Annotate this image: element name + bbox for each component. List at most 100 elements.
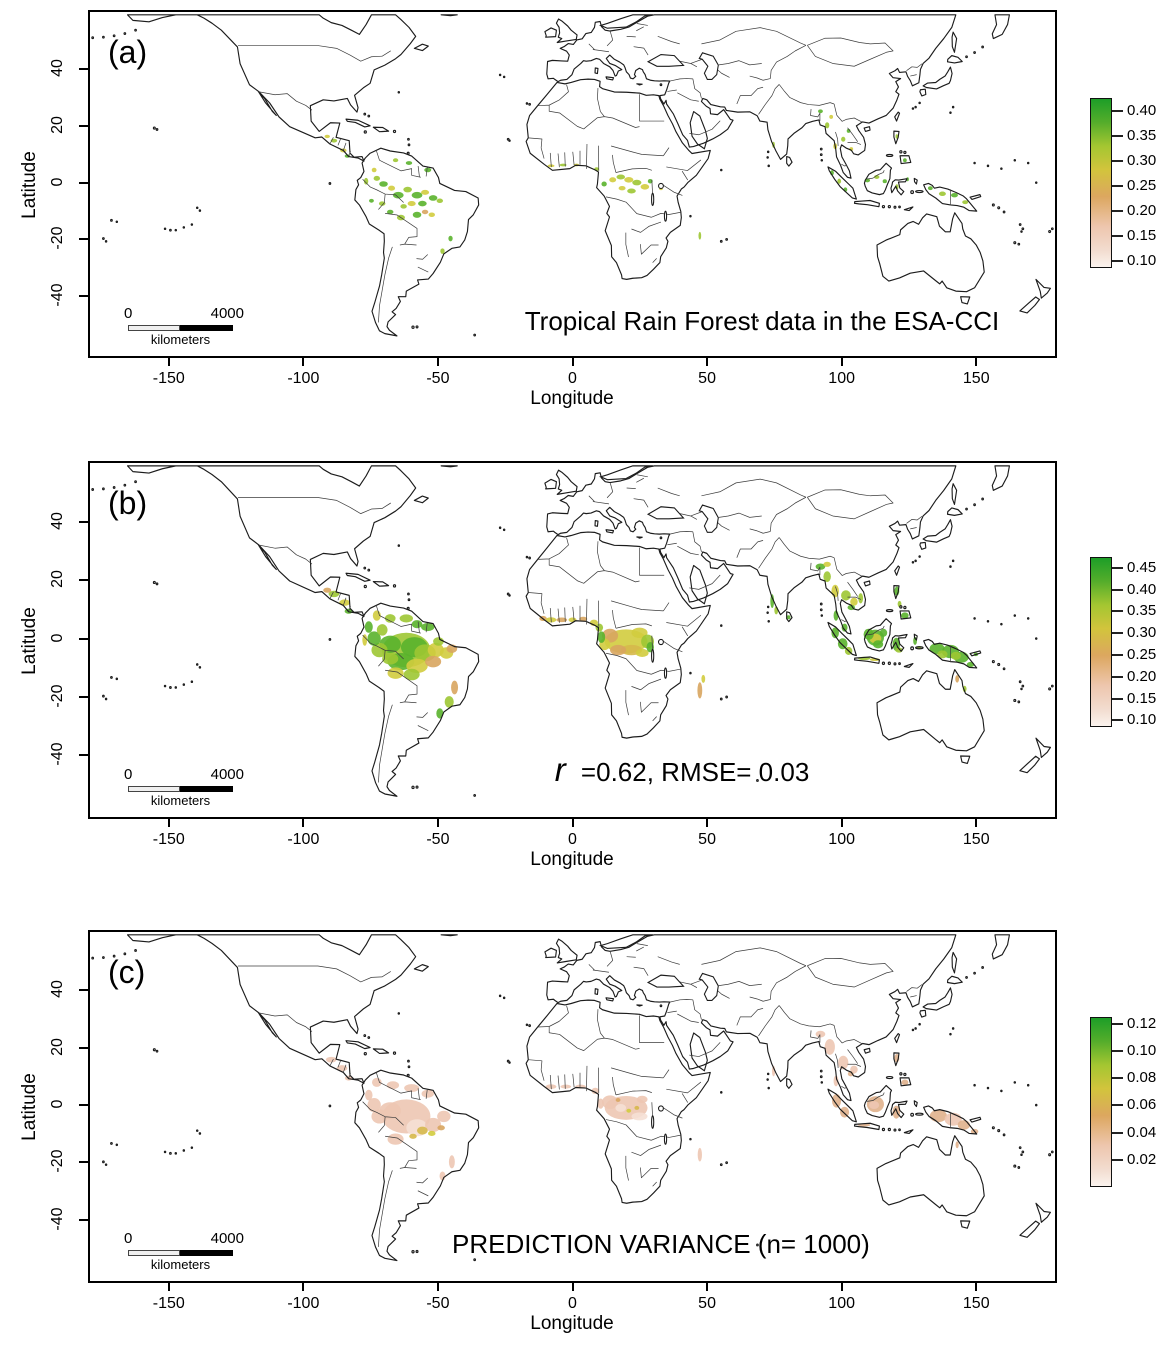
- data-patch: [618, 185, 626, 191]
- y-axis-title-a: Latitude: [19, 151, 40, 219]
- map-annotation-a: Tropical Rain Forest data in the ESA-CCI: [524, 306, 1000, 336]
- y-tick-label: 40: [49, 512, 66, 531]
- data-patch: [382, 652, 399, 665]
- y-tick-label: -40: [49, 742, 66, 766]
- data-patch: [433, 637, 444, 646]
- colorbar-tick-label: 0.40: [1127, 580, 1157, 598]
- colorbar-tick-mark: [1112, 184, 1123, 187]
- scale-bar-a: 0 4000 kilometers: [124, 305, 244, 347]
- y-tick-label: -20: [49, 1149, 66, 1174]
- x-tick-label: 150: [962, 831, 990, 848]
- data-patch: [448, 1155, 455, 1169]
- y-tick-mark: [79, 579, 88, 582]
- data-patch: [421, 1089, 434, 1098]
- colorbar-tick-label: 0.30: [1127, 624, 1157, 642]
- data-patch: [365, 1089, 373, 1101]
- data-patch: [403, 186, 412, 193]
- data-patch: [770, 594, 775, 609]
- stat-values: =0.62, RMSE= 0.03: [573, 757, 810, 787]
- data-patch: [631, 1112, 648, 1121]
- data-patch: [378, 201, 386, 206]
- data-patch: [879, 628, 888, 637]
- x-tick-mark: [167, 1283, 170, 1291]
- x-tick-label: -150: [152, 831, 185, 848]
- data-patch: [371, 1077, 382, 1087]
- scale-bar-b: 0 4000 kilometers: [124, 766, 244, 808]
- scale-bar-max: 4000: [210, 305, 244, 322]
- x-tick-mark: [167, 819, 170, 827]
- x-tick-mark: [706, 819, 709, 827]
- colorbar-tick-mark: [1112, 134, 1123, 137]
- data-patch: [627, 188, 636, 194]
- data-patch: [631, 627, 648, 638]
- data-patch: [440, 248, 445, 254]
- data-patch: [841, 590, 851, 601]
- data-patch: [841, 623, 848, 632]
- data-patch: [387, 667, 404, 679]
- data-patch: [615, 1097, 621, 1102]
- data-patch: [384, 614, 396, 623]
- colorbar-tick-mark: [1112, 159, 1123, 162]
- data-patch: [386, 1081, 400, 1090]
- data-patch: [379, 181, 388, 187]
- scale-bar-zero: 0: [124, 766, 133, 783]
- data-patch: [837, 178, 842, 184]
- x-tick-mark: [840, 358, 843, 366]
- data-patch: [815, 1030, 826, 1038]
- data-patch: [425, 655, 442, 668]
- map-plot-area-c: (c) 0 4000 kilometers PREDICTION VARIANCE…: [88, 930, 1057, 1283]
- colorbar-tick-label: 0.10: [1127, 711, 1157, 729]
- map-annotation-b: r =0.62, RMSE= 0.03: [482, 751, 882, 789]
- map-annotation-c: PREDICTION VARIANCE (n= 1000): [452, 1229, 870, 1259]
- data-patch: [595, 623, 604, 632]
- colorbar-tick-mark: [1112, 588, 1123, 591]
- x-tick-mark: [571, 819, 574, 827]
- data-patch: [373, 175, 381, 181]
- x-tick-mark: [706, 358, 709, 366]
- x-axis-title-c: Longitude: [530, 1313, 614, 1334]
- x-tick-mark: [302, 358, 305, 366]
- colorbar-tick-label: 0.20: [1127, 201, 1157, 219]
- data-patch: [955, 675, 960, 683]
- colorbar-tick-label: 0.35: [1127, 602, 1157, 620]
- data-patch: [437, 1110, 451, 1123]
- data-patch: [439, 1171, 446, 1181]
- scale-bar-zero: 0: [124, 1230, 133, 1247]
- x-tick-mark: [840, 1283, 843, 1291]
- x-tick-label: 50: [698, 370, 716, 387]
- data-patch: [411, 191, 423, 199]
- data-patch: [436, 708, 444, 719]
- data-patch: [833, 1075, 839, 1087]
- colorbar-tick-label: 0.15: [1127, 689, 1157, 707]
- data-patch: [616, 174, 626, 180]
- data-patch: [387, 1133, 404, 1145]
- data-patch: [901, 1079, 909, 1086]
- data-patch: [437, 1125, 445, 1131]
- world-map-b: [90, 464, 1055, 798]
- y-tick-mark: [79, 695, 88, 698]
- colorbar-tick-mark: [1112, 259, 1123, 262]
- colorbar-tick-mark: [1112, 1104, 1123, 1107]
- x-tick-mark: [975, 358, 978, 366]
- x-tick-mark: [436, 358, 439, 366]
- data-patch: [831, 1094, 842, 1108]
- data-patch: [647, 178, 653, 184]
- colorbar-tick-label: 0.20: [1127, 667, 1157, 685]
- data-patch: [371, 167, 377, 173]
- data-patch: [892, 1105, 901, 1119]
- x-tick-mark: [436, 819, 439, 827]
- data-patch: [831, 627, 839, 639]
- data-patch: [937, 650, 948, 659]
- y-tick-mark: [79, 294, 88, 297]
- data-patch: [950, 651, 961, 660]
- colorbar-tick-label: 0.25: [1127, 176, 1157, 194]
- data-patch: [929, 1109, 947, 1123]
- x-axis-title-a: Longitude: [530, 388, 614, 409]
- y-tick-mark: [79, 1104, 88, 1107]
- data-patch: [837, 638, 848, 650]
- x-tick-label: 0: [568, 831, 577, 848]
- y-tick-mark: [79, 125, 88, 127]
- y-tick-label: 0: [49, 177, 66, 187]
- colorbar-tick-mark: [1112, 1077, 1123, 1080]
